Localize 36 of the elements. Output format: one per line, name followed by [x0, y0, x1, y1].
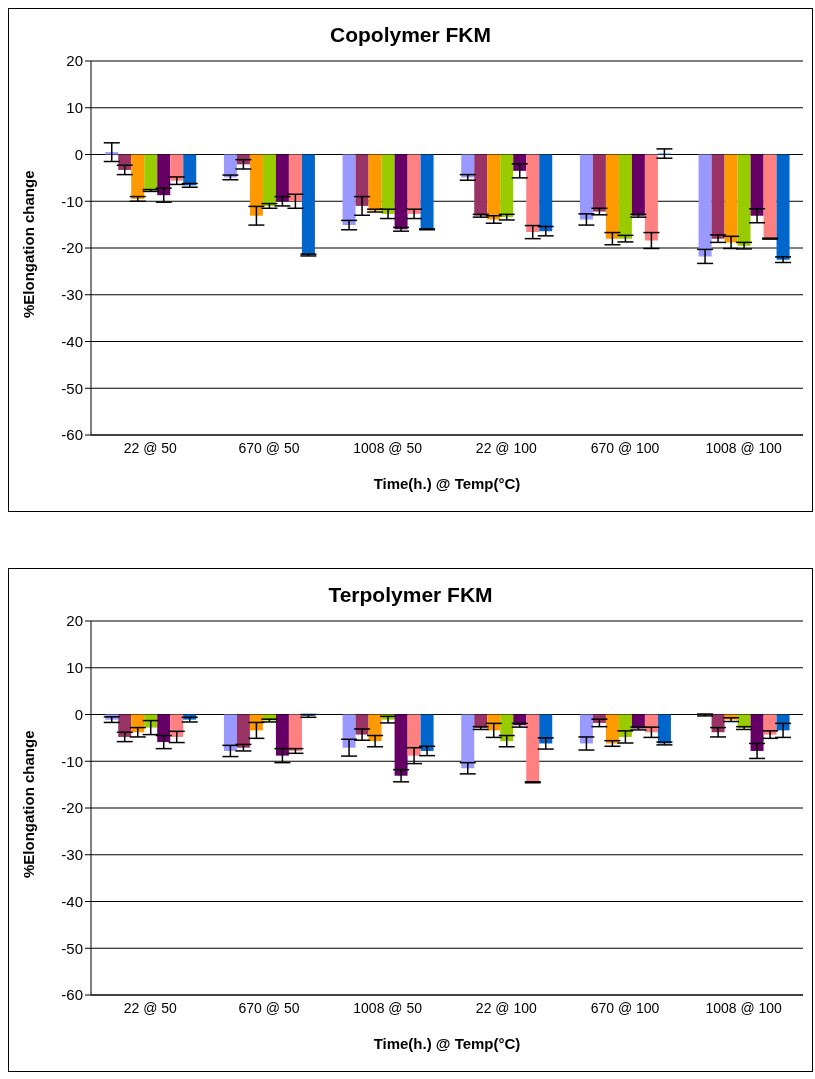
- y-tick-label: 10: [66, 99, 83, 117]
- y-tick-label: -40: [61, 332, 83, 350]
- y-tick-label: 20: [66, 612, 83, 630]
- chart-title: Copolymer FKM: [329, 23, 492, 48]
- chart-title: Terpolymer FKM: [327, 583, 494, 608]
- y-tick-label: -20: [61, 239, 83, 257]
- y-tick-label: -60: [61, 986, 83, 1004]
- x-tick-label: 670 @ 100: [590, 439, 660, 456]
- x-tick-label: 22 @ 50: [123, 999, 178, 1016]
- y-tick-label: 10: [66, 659, 83, 677]
- y-tick-label: -50: [61, 379, 83, 397]
- x-axis-title: Time(h.) @ Temp(°C): [373, 475, 521, 492]
- x-tick-label: 670 @ 50: [238, 999, 300, 1016]
- y-tick-label: 0: [74, 705, 83, 723]
- y-tick-label: -40: [61, 892, 83, 910]
- x-tick-label: 1008 @ 50: [353, 439, 423, 456]
- y-axis-title: %Elongation change: [20, 170, 38, 318]
- y-tick-label: -10: [61, 192, 83, 210]
- x-tick-label: 22 @ 100: [475, 439, 538, 456]
- x-tick-label: 22 @ 50: [123, 439, 178, 456]
- y-tick-label: 0: [74, 145, 83, 163]
- y-tick-label: -20: [61, 799, 83, 817]
- y-axis-title: %Elongation change: [20, 730, 38, 878]
- y-tick-label: -30: [61, 286, 83, 304]
- x-tick-label: 670 @ 100: [590, 999, 660, 1016]
- x-tick-label: 1008 @ 100: [705, 999, 783, 1016]
- x-tick-label: 1008 @ 100: [705, 439, 783, 456]
- y-tick-label: -50: [61, 939, 83, 957]
- x-tick-label: 22 @ 100: [475, 999, 538, 1016]
- x-axis-title: Time(h.) @ Temp(°C): [373, 1035, 521, 1052]
- y-tick-label: -10: [61, 752, 83, 770]
- x-tick-label: 670 @ 50: [238, 439, 300, 456]
- x-tick-label: 1008 @ 50: [353, 999, 423, 1016]
- y-tick-label: 20: [66, 52, 83, 70]
- y-tick-label: -30: [61, 846, 83, 864]
- y-tick-label: -60: [61, 426, 83, 444]
